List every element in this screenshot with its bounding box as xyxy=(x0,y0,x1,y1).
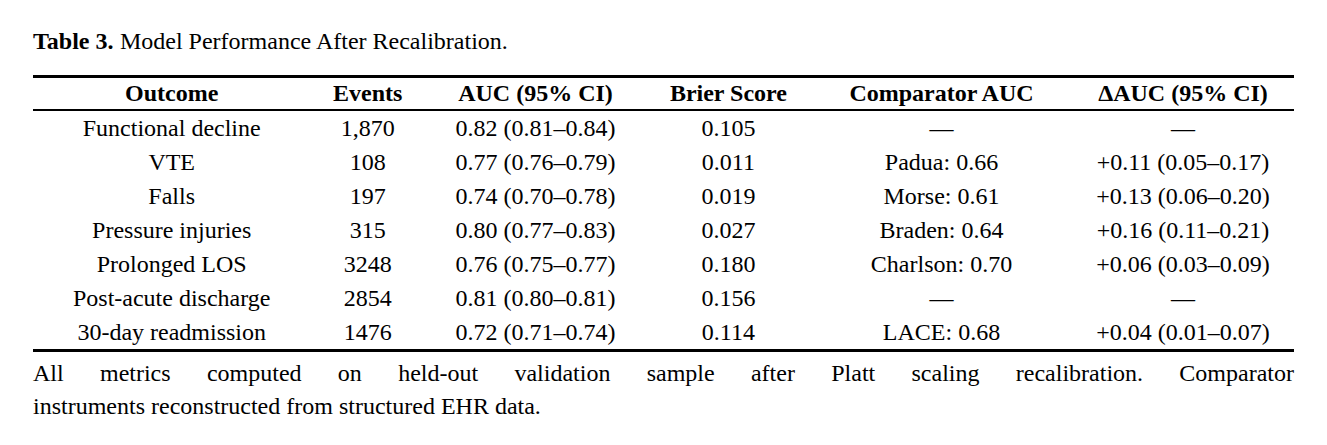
table-body: Functional decline1,8700.82 (0.81–0.84)0… xyxy=(33,110,1294,351)
table-header-row: OutcomeEventsAUC (95% CI)Brier ScoreComp… xyxy=(33,77,1294,111)
table-row: Prolonged LOS32480.76 (0.75–0.77)0.180Ch… xyxy=(33,247,1294,281)
footnote-line-2: instruments reconstructed from structure… xyxy=(33,390,1294,423)
table-cell: 0.019 xyxy=(646,179,811,213)
column-header: ΔAUC (95% CI) xyxy=(1072,77,1294,111)
table-title: Table 3. Model Performance After Recalibr… xyxy=(33,28,1294,54)
table-cell: Prolonged LOS xyxy=(33,247,310,281)
table-cell: 0.180 xyxy=(646,247,811,281)
table-cell: VTE xyxy=(33,145,310,179)
table-row: Falls1970.74 (0.70–0.78)0.019Morse: 0.61… xyxy=(33,179,1294,213)
table-cell: 0.81 (0.80–0.81) xyxy=(425,281,646,315)
table-cell: Morse: 0.61 xyxy=(811,179,1072,213)
column-header: AUC (95% CI) xyxy=(425,77,646,111)
table-cell: 0.82 (0.81–0.84) xyxy=(425,110,646,145)
table-cell: 197 xyxy=(310,179,425,213)
table-cell: Braden: 0.64 xyxy=(811,213,1072,247)
column-header: Events xyxy=(310,77,425,111)
table-cell: 0.77 (0.76–0.79) xyxy=(425,145,646,179)
table-row: Post-acute discharge28540.81 (0.80–0.81)… xyxy=(33,281,1294,315)
table-cell: 2854 xyxy=(310,281,425,315)
column-header: Comparator AUC xyxy=(811,77,1072,111)
table-cell: 30-day readmission xyxy=(33,315,310,351)
table-row: VTE1080.77 (0.76–0.79)0.011Padua: 0.66+0… xyxy=(33,145,1294,179)
table-cell: 108 xyxy=(310,145,425,179)
table-title-text: Model Performance After Recalibration. xyxy=(120,28,508,54)
table-cell: +0.13 (0.06–0.20) xyxy=(1072,179,1294,213)
table-cell: 0.76 (0.75–0.77) xyxy=(425,247,646,281)
table-cell: Functional decline xyxy=(33,110,310,145)
table-cell: 1,870 xyxy=(310,110,425,145)
table-cell: +0.11 (0.05–0.17) xyxy=(1072,145,1294,179)
table-cell: Post-acute discharge xyxy=(33,281,310,315)
table-row: 30-day readmission14760.72 (0.71–0.74)0.… xyxy=(33,315,1294,351)
footnote-line-1: All metrics computed on held-out validat… xyxy=(33,357,1294,390)
table-header: OutcomeEventsAUC (95% CI)Brier ScoreComp… xyxy=(33,77,1294,111)
column-header: Brier Score xyxy=(646,77,811,111)
table-cell: 0.72 (0.71–0.74) xyxy=(425,315,646,351)
table-cell: — xyxy=(1072,281,1294,315)
table-cell: 0.105 xyxy=(646,110,811,145)
page: Table 3. Model Performance After Recalibr… xyxy=(0,28,1327,423)
table-cell: Charlson: 0.70 xyxy=(811,247,1072,281)
table-footnote: All metrics computed on held-out validat… xyxy=(33,357,1294,423)
table-cell: LACE: 0.68 xyxy=(811,315,1072,351)
table-cell: — xyxy=(811,281,1072,315)
table-title-label: Table 3. xyxy=(33,28,113,54)
table-cell: +0.04 (0.01–0.07) xyxy=(1072,315,1294,351)
table-cell: 0.027 xyxy=(646,213,811,247)
results-table: OutcomeEventsAUC (95% CI)Brier ScoreComp… xyxy=(33,75,1294,352)
table-cell: 3248 xyxy=(310,247,425,281)
table-cell: Falls xyxy=(33,179,310,213)
table-cell: 0.114 xyxy=(646,315,811,351)
table-cell: — xyxy=(811,110,1072,145)
table-cell: 1476 xyxy=(310,315,425,351)
table-cell: 315 xyxy=(310,213,425,247)
table-cell: +0.16 (0.11–0.21) xyxy=(1072,213,1294,247)
table-cell: 0.011 xyxy=(646,145,811,179)
table-cell: Padua: 0.66 xyxy=(811,145,1072,179)
table-cell: 0.156 xyxy=(646,281,811,315)
table-row: Pressure injuries3150.80 (0.77–0.83)0.02… xyxy=(33,213,1294,247)
table-cell: 0.80 (0.77–0.83) xyxy=(425,213,646,247)
table-cell: +0.06 (0.03–0.09) xyxy=(1072,247,1294,281)
column-header: Outcome xyxy=(33,77,310,111)
table-row: Functional decline1,8700.82 (0.81–0.84)0… xyxy=(33,110,1294,145)
table-cell: — xyxy=(1072,110,1294,145)
table-cell: 0.74 (0.70–0.78) xyxy=(425,179,646,213)
table-cell: Pressure injuries xyxy=(33,213,310,247)
